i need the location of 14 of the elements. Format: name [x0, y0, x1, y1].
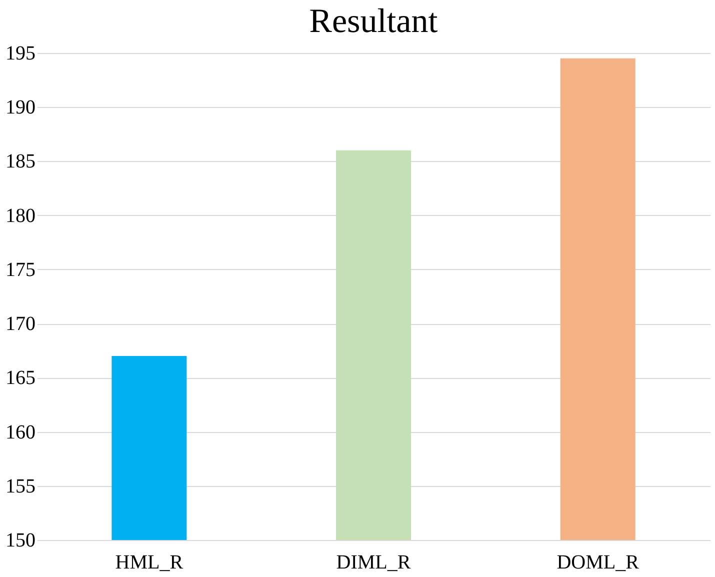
chart-title: Resultant [309, 3, 438, 40]
y-tick-label: 165 [6, 367, 36, 390]
x-tick-label: HML_R [115, 552, 184, 574]
y-tick-label: 175 [6, 258, 36, 281]
x-tick-label: DIML_R [336, 552, 412, 574]
y-tick-label: 150 [6, 530, 36, 552]
y-tick-label: 190 [6, 96, 36, 119]
y-tick-label: 155 [6, 475, 36, 498]
y-tick-label: 170 [6, 313, 36, 336]
y-tick-label: 195 [6, 42, 36, 64]
x-tick-label: DOML_R [556, 552, 640, 574]
y-tick-label: 180 [6, 204, 36, 227]
y-tick-label: 185 [6, 150, 36, 173]
y-tick-label: 160 [6, 421, 36, 444]
